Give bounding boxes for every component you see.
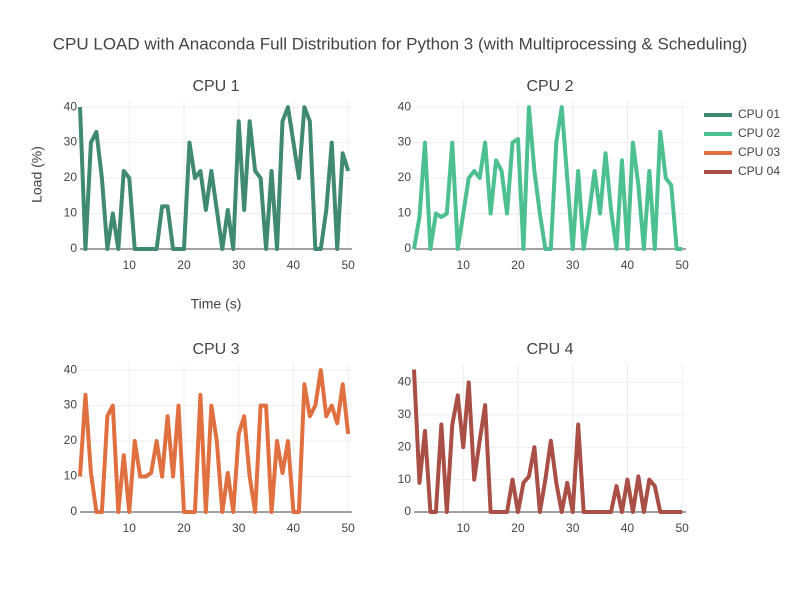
subplot-title: CPU 1 xyxy=(192,78,239,95)
y-tick-label: 0 xyxy=(70,241,77,255)
series-line xyxy=(412,105,683,251)
y-tick-label: 30 xyxy=(64,135,78,149)
x-tick-label: 10 xyxy=(457,521,471,535)
y-tick-label: 30 xyxy=(398,407,412,421)
x-tick-label: 10 xyxy=(123,521,137,535)
y-tick-label: 20 xyxy=(64,433,78,447)
x-tick-label: 30 xyxy=(566,258,580,272)
y-tick-label: 20 xyxy=(398,170,412,184)
y-axis-label: Load (%) xyxy=(29,146,45,203)
x-tick-label: 30 xyxy=(232,258,246,272)
x-axis-label: Time (s) xyxy=(191,296,242,312)
y-tick-label: 40 xyxy=(398,375,412,389)
y-tick-label: 30 xyxy=(64,398,78,412)
y-tick-label: 10 xyxy=(398,206,412,220)
legend-label: CPU 03 xyxy=(738,145,780,159)
x-tick-label: 30 xyxy=(232,521,246,535)
subplot-title: CPU 2 xyxy=(526,78,573,95)
x-tick-label: 50 xyxy=(675,258,689,272)
y-tick-label: 40 xyxy=(64,99,78,113)
x-tick-label: 30 xyxy=(566,521,580,535)
x-tick-label: 50 xyxy=(341,521,355,535)
y-tick-label: 40 xyxy=(398,99,412,113)
y-tick-label: 30 xyxy=(398,135,412,149)
y-tick-label: 0 xyxy=(404,504,411,518)
x-tick-label: 50 xyxy=(675,521,689,535)
x-tick-label: 20 xyxy=(511,258,525,272)
x-tick-label: 20 xyxy=(177,521,191,535)
x-tick-label: 50 xyxy=(341,258,355,272)
y-tick-label: 10 xyxy=(64,206,78,220)
y-tick-label: 10 xyxy=(398,472,412,486)
x-tick-label: 20 xyxy=(177,258,191,272)
legend-label: CPU 02 xyxy=(738,126,780,140)
x-tick-label: 10 xyxy=(123,258,137,272)
y-tick-label: 0 xyxy=(70,504,77,518)
legend-label: CPU 01 xyxy=(738,107,780,121)
x-tick-label: 40 xyxy=(621,258,635,272)
legend-label: CPU 04 xyxy=(738,164,780,178)
series-line xyxy=(412,369,683,514)
series-line xyxy=(78,105,351,251)
y-tick-label: 0 xyxy=(404,241,411,255)
x-tick-label: 10 xyxy=(457,258,471,272)
subplot-title: CPU 4 xyxy=(526,341,573,358)
y-tick-label: 20 xyxy=(398,439,412,453)
x-tick-label: 40 xyxy=(287,258,301,272)
y-tick-label: 20 xyxy=(64,170,78,184)
y-tick-label: 40 xyxy=(64,362,78,376)
x-tick-label: 40 xyxy=(621,521,635,535)
subplot-title: CPU 3 xyxy=(192,341,239,358)
x-tick-label: 20 xyxy=(511,521,525,535)
x-tick-label: 40 xyxy=(287,521,301,535)
series-line xyxy=(78,368,351,514)
chart-title: CPU LOAD with Anaconda Full Distribution… xyxy=(53,34,748,53)
y-tick-label: 10 xyxy=(64,469,78,483)
